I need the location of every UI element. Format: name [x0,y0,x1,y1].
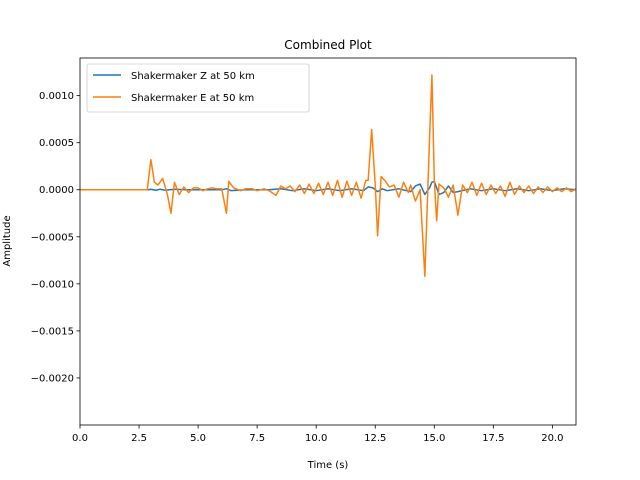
x-tick-label: 12.5 [364,433,386,444]
y-tick-label: 0.0005 [39,138,74,149]
x-tick-label: 7.5 [249,433,265,444]
x-tick-label: 17.5 [482,433,504,444]
y-tick-label: −0.0020 [31,373,74,384]
y-tick-label: −0.0015 [31,326,74,337]
x-tick-label: 20.0 [541,433,563,444]
y-tick-label: −0.0005 [31,232,74,243]
legend: Shakermaker Z at 50 km Shakermaker E at … [86,63,310,113]
plot-frame [79,57,577,426]
chart-title: Combined Plot [284,38,372,52]
legend-entry-z: Shakermaker Z at 50 km [131,71,255,82]
series-line-z [80,180,576,196]
legend-box [86,63,310,113]
x-tick-label: 15.0 [423,433,445,444]
x-tick-label: 2.5 [131,433,147,444]
x-tick-label: 10.0 [305,433,327,444]
x-tick-label: 5.0 [190,433,206,444]
y-tick-label: 0.0010 [39,91,74,102]
series-line-e [80,74,576,278]
x-axis-ticks: 0.0 2.5 5.0 7.5 10.0 12.5 15.0 17.5 20.0 [72,425,564,444]
x-axis-label: Time (s) [307,460,349,471]
x-tick-label: 0.0 [72,433,88,444]
legend-entry-e: Shakermaker E at 50 km [131,93,254,104]
y-axis-label: Amplitude [2,215,13,266]
y-tick-label: 0.0000 [39,185,74,196]
y-axis-ticks: 0.0010 0.0005 0.0000 −0.0005 −0.0010 −0.0015 −… [31,91,80,384]
series-layer [80,74,576,278]
y-tick-label: −0.0010 [31,279,74,290]
